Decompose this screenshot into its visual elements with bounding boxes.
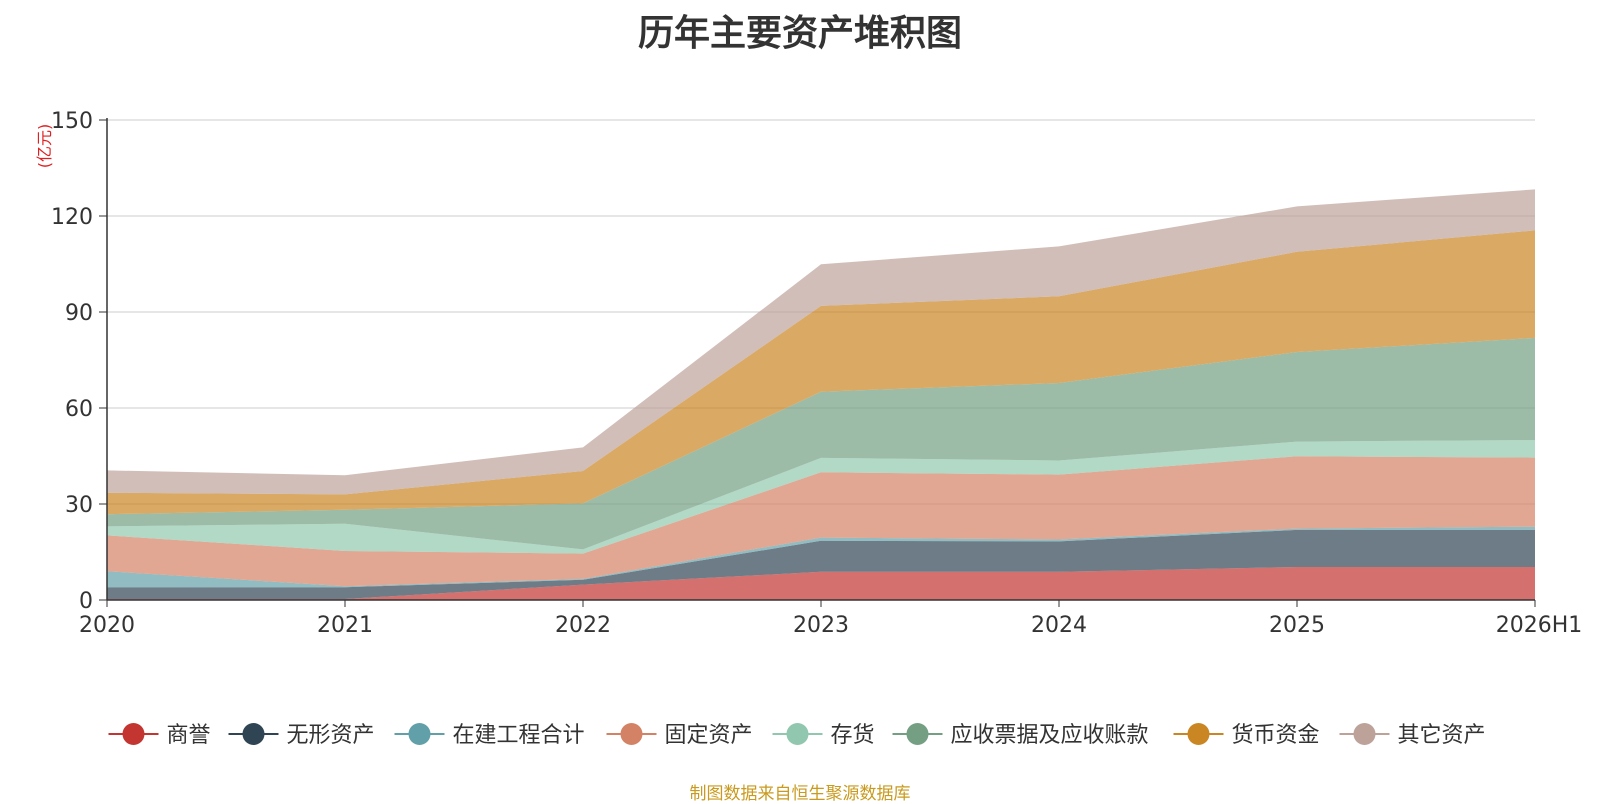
legend-label: 固定资产 xyxy=(665,723,753,748)
legend-marker xyxy=(122,723,145,745)
legend-label: 无形资产 xyxy=(287,723,375,748)
legend-item-其它资产: 其它资产 xyxy=(1339,723,1486,748)
area-商誉 xyxy=(107,567,1535,600)
legend-label: 存货 xyxy=(831,723,875,748)
legend-marker xyxy=(242,723,265,745)
area-在建工程合计 xyxy=(107,526,1535,588)
legend-item-商誉: 商誉 xyxy=(108,723,211,748)
legend-marker xyxy=(1353,723,1376,745)
legend-marker xyxy=(786,723,809,745)
x-tick-label: 2024 xyxy=(1031,613,1087,638)
legend-marker xyxy=(620,723,643,745)
legend-item-应收票据及应收账款: 应收票据及应收账款 xyxy=(892,723,1149,748)
area-其它资产 xyxy=(107,189,1535,495)
y-tick-label: 150 xyxy=(51,109,93,134)
x-tick-label: 2021 xyxy=(317,613,373,638)
legend-marker xyxy=(408,723,431,745)
area-应收票据及应收账款 xyxy=(107,337,1535,550)
x-tick-label: 2023 xyxy=(793,613,849,638)
legend-item-货币资金: 货币资金 xyxy=(1173,723,1320,748)
x-tick-label: 2025 xyxy=(1269,613,1325,638)
legend-item-在建工程合计: 在建工程合计 xyxy=(394,723,585,748)
y-tick-label: 120 xyxy=(51,205,93,230)
area-存货 xyxy=(107,440,1535,554)
x-tick-label: 2026H1 xyxy=(1496,613,1583,638)
x-tick-label: 2022 xyxy=(555,613,611,638)
legend-item-固定资产: 固定资产 xyxy=(606,723,753,748)
legend-label: 商誉 xyxy=(167,723,211,748)
y-tick-label: 0 xyxy=(79,589,93,614)
y-unit-label: (亿元) xyxy=(35,124,54,169)
legend-marker xyxy=(906,723,929,745)
legend: 商誉 无形资产 在建工程合计 固定资产 存货 应收票据及应收账款 货币资金 其它资产 xyxy=(108,723,1486,748)
legend-item-存货: 存货 xyxy=(772,723,875,748)
legend-label: 应收票据及应收账款 xyxy=(951,723,1149,748)
chart-title: 历年主要资产堆积图 xyxy=(637,13,962,54)
legend-label: 在建工程合计 xyxy=(453,723,585,748)
source-note: 制图数据来自恒生聚源数据库 xyxy=(689,784,911,804)
area-货币资金 xyxy=(107,230,1535,515)
axes: 0 30 60 90 120 150 2020 2021 2022 2023 2024 2025 202… xyxy=(51,109,1582,638)
area-无形资产 xyxy=(107,529,1535,599)
x-tick-label: 2020 xyxy=(79,613,135,638)
y-tick-label: 90 xyxy=(65,301,93,326)
y-tick-label: 30 xyxy=(65,493,93,518)
legend-item-无形资产: 无形资产 xyxy=(228,723,375,748)
legend-marker xyxy=(1187,723,1210,745)
area-layer xyxy=(107,189,1535,600)
area-固定资产 xyxy=(107,456,1535,587)
legend-label: 货币资金 xyxy=(1232,723,1320,748)
y-tick-label: 60 xyxy=(65,397,93,422)
legend-label: 其它资产 xyxy=(1398,723,1486,748)
